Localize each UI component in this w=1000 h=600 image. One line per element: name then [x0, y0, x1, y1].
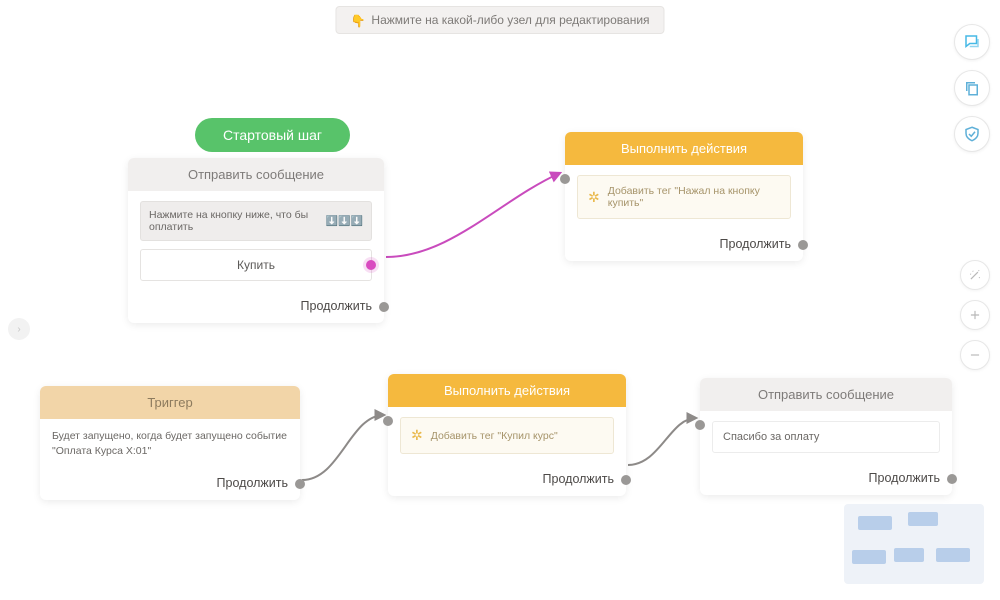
trigger-description: Будет запущено, когда будет запущено соб… — [52, 429, 288, 458]
edge-trigger-to-action — [302, 415, 384, 480]
minimap-block — [894, 548, 924, 562]
continue-label: Продолжить — [217, 476, 288, 490]
continue-label: Продолжить — [301, 299, 372, 313]
output-port[interactable] — [295, 479, 305, 489]
node-send-message-1[interactable]: Отправить сообщение Нажмите на кнопку ни… — [128, 158, 384, 323]
node-send-message-2[interactable]: Отправить сообщение Спасибо за оплату Пр… — [700, 378, 952, 495]
minimap-block — [936, 548, 970, 562]
continue-label: Продолжить — [720, 237, 791, 251]
message-box: Нажмите на кнопку ниже, что бы оплатить … — [140, 201, 372, 241]
tag-text: Добавить тег "Нажал на кнопку купить" — [608, 185, 780, 209]
minimap-block — [858, 516, 892, 530]
node-header: Выполнить действия — [565, 132, 803, 165]
start-badge-label: Стартовый шаг — [223, 127, 322, 143]
tag-action: ✲ Добавить тег "Нажал на кнопку купить" — [577, 175, 791, 219]
output-port[interactable] — [947, 474, 957, 484]
gear-icon: ✲ — [588, 189, 600, 206]
input-port[interactable] — [560, 174, 570, 184]
node-footer: Продолжить — [388, 464, 626, 496]
minimap-block — [908, 512, 938, 526]
node-trigger[interactable]: Триггер Будет запущено, когда будет запу… — [40, 386, 300, 500]
minimap[interactable] — [844, 504, 984, 584]
input-port[interactable] — [383, 416, 393, 426]
minimap-block — [852, 550, 886, 564]
node-action-2[interactable]: Выполнить действия ✲ Добавить тег "Купил… — [388, 374, 626, 496]
gear-icon: ✲ — [411, 427, 423, 444]
node-header: Выполнить действия — [388, 374, 626, 407]
node-footer: Продолжить — [40, 468, 300, 500]
message-box: Спасибо за оплату — [712, 421, 940, 453]
node-footer: Продолжить — [700, 463, 952, 495]
input-port[interactable] — [695, 420, 705, 430]
output-port[interactable] — [798, 240, 808, 250]
buy-button[interactable]: Купить — [140, 249, 372, 281]
output-port[interactable] — [366, 260, 376, 270]
node-action-1[interactable]: Выполнить действия ✲ Добавить тег "Нажал… — [565, 132, 803, 261]
start-badge: Стартовый шаг — [195, 118, 350, 152]
node-header: Отправить сообщение — [700, 378, 952, 411]
edge-action-to-send — [628, 418, 696, 465]
tag-action: ✲ Добавить тег "Купил курс" — [400, 417, 614, 454]
buy-button-label: Купить — [237, 258, 275, 272]
tag-text: Добавить тег "Купил курс" — [431, 430, 558, 442]
continue-label: Продолжить — [869, 471, 940, 485]
output-port[interactable] — [379, 302, 389, 312]
node-footer: Продолжить — [128, 291, 384, 323]
node-footer: Продолжить — [565, 229, 803, 261]
edge-buy-to-action — [386, 173, 560, 257]
message-text: Нажмите на кнопку ниже, что бы оплатить — [149, 209, 322, 233]
message-arrows-icon: ⬇️⬇️⬇️ — [326, 216, 363, 227]
continue-label: Продолжить — [543, 472, 614, 486]
output-port[interactable] — [621, 475, 631, 485]
node-header: Отправить сообщение — [128, 158, 384, 191]
node-header: Триггер — [40, 386, 300, 419]
